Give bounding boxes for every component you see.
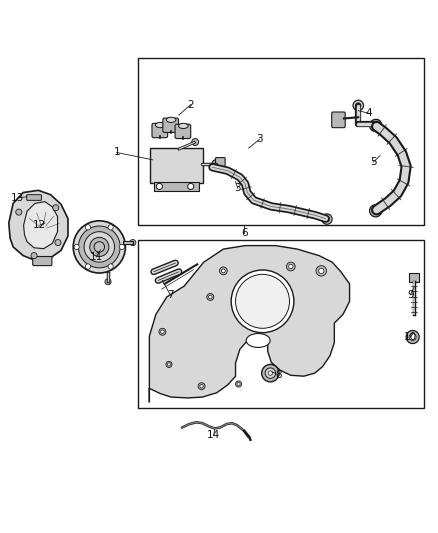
Circle shape [198, 383, 205, 390]
Polygon shape [149, 246, 350, 402]
Text: 12: 12 [33, 220, 46, 230]
Circle shape [119, 244, 124, 249]
Circle shape [356, 103, 361, 108]
Circle shape [53, 205, 59, 211]
Circle shape [221, 269, 225, 273]
Circle shape [268, 371, 272, 375]
Text: 5: 5 [370, 157, 377, 167]
Circle shape [108, 225, 113, 230]
FancyBboxPatch shape [27, 195, 42, 200]
Circle shape [237, 383, 240, 385]
Circle shape [322, 214, 332, 224]
Circle shape [236, 381, 242, 387]
Circle shape [370, 119, 382, 132]
Circle shape [370, 205, 382, 217]
Text: 4: 4 [366, 108, 372, 118]
Text: 8: 8 [276, 370, 283, 381]
Circle shape [156, 183, 162, 189]
Text: 2: 2 [187, 100, 194, 110]
Circle shape [187, 183, 194, 189]
Polygon shape [24, 201, 57, 249]
Text: 3: 3 [256, 134, 263, 144]
Circle shape [409, 334, 416, 341]
Bar [154, 182, 199, 191]
FancyBboxPatch shape [152, 123, 168, 138]
Circle shape [159, 328, 166, 335]
FancyBboxPatch shape [215, 158, 225, 170]
Circle shape [372, 119, 381, 128]
Circle shape [261, 365, 279, 382]
Circle shape [286, 262, 295, 271]
Circle shape [130, 239, 136, 246]
Circle shape [373, 208, 379, 214]
FancyBboxPatch shape [175, 124, 191, 139]
FancyBboxPatch shape [409, 273, 419, 282]
Text: 6: 6 [241, 228, 247, 238]
Circle shape [105, 279, 111, 285]
Text: 7: 7 [167, 290, 173, 300]
Circle shape [166, 361, 172, 367]
Circle shape [94, 241, 105, 252]
Circle shape [319, 268, 324, 273]
Circle shape [353, 100, 364, 111]
Circle shape [74, 244, 79, 249]
Bar [138, 240, 424, 408]
Circle shape [208, 295, 212, 298]
Circle shape [231, 270, 294, 333]
Circle shape [316, 265, 326, 276]
FancyBboxPatch shape [33, 256, 52, 265]
Text: 9: 9 [407, 290, 414, 300]
Circle shape [73, 221, 125, 273]
Circle shape [55, 239, 61, 246]
Ellipse shape [246, 334, 270, 348]
Circle shape [108, 264, 113, 269]
Circle shape [78, 226, 120, 268]
Text: 10: 10 [404, 332, 417, 342]
Text: 3: 3 [234, 183, 241, 193]
Circle shape [219, 267, 227, 275]
Circle shape [167, 363, 170, 366]
Ellipse shape [166, 117, 176, 123]
FancyBboxPatch shape [332, 112, 345, 128]
Text: 1: 1 [113, 148, 120, 157]
Circle shape [212, 160, 220, 167]
Circle shape [200, 384, 203, 388]
Circle shape [84, 232, 115, 262]
Circle shape [192, 139, 199, 146]
Text: 14: 14 [207, 430, 220, 440]
Circle shape [373, 123, 379, 128]
Circle shape [406, 330, 419, 344]
Circle shape [324, 216, 329, 222]
Circle shape [16, 209, 22, 215]
Circle shape [207, 294, 214, 301]
Circle shape [85, 264, 91, 269]
Ellipse shape [155, 123, 165, 128]
FancyBboxPatch shape [163, 118, 179, 133]
Text: 13: 13 [11, 193, 25, 203]
Bar [138, 58, 424, 225]
FancyBboxPatch shape [150, 148, 203, 183]
Text: 11: 11 [90, 252, 103, 262]
Circle shape [265, 368, 276, 378]
Circle shape [161, 330, 164, 334]
Circle shape [31, 253, 37, 259]
Ellipse shape [179, 123, 188, 128]
Circle shape [90, 237, 109, 256]
Circle shape [236, 274, 290, 328]
Circle shape [289, 264, 293, 269]
Circle shape [85, 225, 91, 230]
Polygon shape [9, 190, 68, 261]
